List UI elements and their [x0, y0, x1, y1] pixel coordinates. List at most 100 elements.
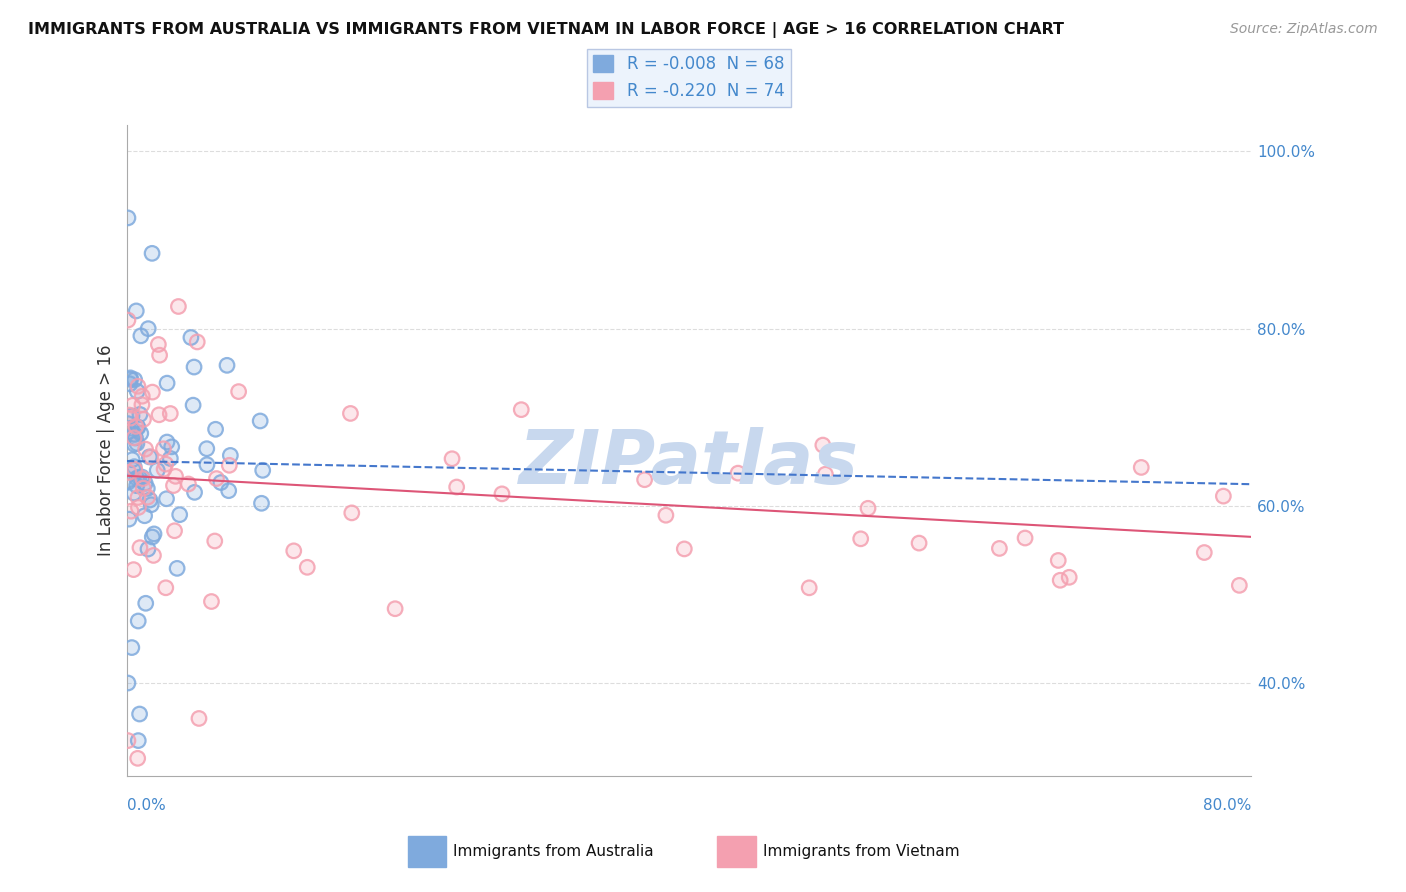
Point [384, 601, 406, 615]
Point [143, 527, 166, 541]
Point [167, 300, 190, 314]
Point [132, 412, 155, 426]
Point [132, 472, 155, 486]
Point [152, 442, 174, 456]
Point [811, 438, 834, 452]
Text: 0.0%: 0.0% [127, 798, 166, 814]
Point [209, 475, 232, 490]
Point [163, 524, 186, 538]
Point [124, 431, 146, 445]
Point [200, 594, 222, 608]
Point [908, 536, 931, 550]
Point [136, 542, 159, 557]
Point [125, 478, 148, 492]
Point [209, 475, 232, 490]
Point [120, 411, 142, 425]
Point [118, 408, 141, 422]
Point [127, 751, 149, 765]
Point [283, 544, 305, 558]
Point [441, 451, 464, 466]
Point [122, 462, 145, 476]
Point [188, 711, 211, 725]
Point [125, 436, 148, 450]
Point [183, 359, 205, 374]
Point [131, 470, 153, 484]
Point [139, 493, 162, 508]
Point [205, 471, 228, 485]
Point [134, 508, 156, 523]
Point [183, 485, 205, 500]
Point [117, 417, 139, 431]
Text: Immigrants from Vietnam: Immigrants from Vietnam [762, 845, 959, 859]
Point [132, 472, 155, 486]
Point [441, 451, 464, 466]
Point [127, 733, 149, 747]
Point [1049, 574, 1071, 588]
Point [128, 706, 150, 721]
Point [124, 427, 146, 442]
Point [510, 402, 533, 417]
Point [136, 490, 159, 504]
Point [340, 506, 363, 520]
Point [122, 462, 145, 476]
Point [136, 482, 159, 496]
Point [856, 501, 879, 516]
Point [125, 419, 148, 434]
Point [1049, 574, 1071, 588]
Point [160, 440, 183, 454]
Point [127, 751, 149, 765]
Point [120, 371, 142, 385]
Point [491, 487, 513, 501]
Point [160, 440, 183, 454]
Point [167, 300, 190, 314]
Point [118, 376, 141, 391]
Point [146, 463, 169, 477]
Point [117, 313, 139, 327]
Point [121, 452, 143, 467]
Point [127, 614, 149, 628]
Point [122, 459, 145, 474]
Point [135, 442, 157, 457]
Point [156, 376, 179, 391]
Point [117, 733, 139, 747]
Point [446, 480, 468, 494]
Point [155, 491, 177, 506]
Point [799, 581, 821, 595]
Point [136, 321, 159, 335]
Point [799, 581, 821, 595]
Point [1194, 545, 1216, 559]
Point [180, 330, 202, 344]
Point [127, 491, 149, 505]
Point [128, 470, 150, 484]
Point [162, 478, 184, 492]
Point [166, 561, 188, 575]
Point [141, 246, 163, 260]
Point [218, 458, 240, 473]
Point [118, 512, 141, 526]
Point [988, 541, 1011, 556]
Point [122, 486, 145, 500]
Point [127, 420, 149, 434]
Point [205, 471, 228, 485]
Point [204, 422, 226, 436]
Point [127, 384, 149, 399]
Point [120, 504, 142, 518]
Point [165, 469, 187, 483]
Point [121, 409, 143, 423]
FancyBboxPatch shape [717, 837, 756, 867]
Point [200, 594, 222, 608]
Point [139, 450, 162, 464]
Point [141, 498, 163, 512]
Point [121, 452, 143, 467]
Point [339, 406, 361, 420]
Point [117, 733, 139, 747]
Point [129, 408, 152, 422]
Point [125, 478, 148, 492]
Point [134, 476, 156, 491]
Point [204, 534, 226, 549]
Point [120, 421, 142, 435]
Point [177, 477, 200, 491]
Point [136, 542, 159, 557]
Point [117, 313, 139, 327]
Point [252, 463, 274, 477]
